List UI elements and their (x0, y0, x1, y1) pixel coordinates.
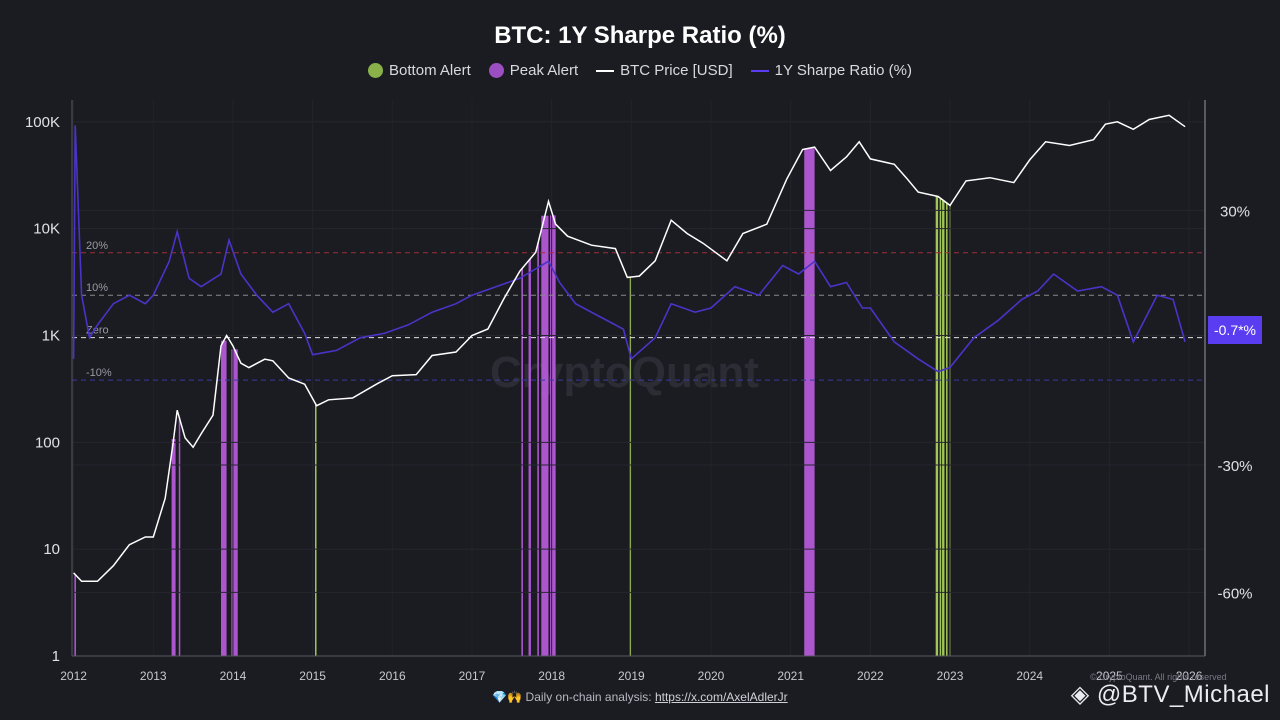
x-tick-label: 2022 (857, 669, 884, 683)
chart-legend: Bottom Alert Peak Alert BTC Price [USD] … (0, 62, 1280, 79)
peak-alert-bar (550, 215, 556, 656)
peak-alert-bar (171, 439, 176, 656)
x-tick-label: 2018 (538, 669, 565, 683)
x-tick-label: 2019 (618, 669, 645, 683)
x-tick-label: 2014 (220, 669, 247, 683)
peak-alert-bar (220, 340, 227, 656)
peak-alert-bar (231, 349, 238, 656)
x-tick-label: 2015 (299, 669, 326, 683)
legend-item-bottom-alert[interactable]: Bottom Alert (368, 62, 471, 79)
bottom-alert-bar (629, 277, 632, 656)
peak-alert-bar (178, 417, 181, 656)
x-tick-label: 2023 (937, 669, 964, 683)
peak-alert-bar (521, 268, 523, 656)
legend-item-btc-price[interactable]: BTC Price [USD] (596, 62, 733, 79)
chart-title: BTC: 1Y Sharpe Ratio (%) (494, 22, 786, 49)
peak-alert-bar (537, 242, 539, 656)
legend-label: Bottom Alert (389, 62, 471, 79)
footer-text: 💎🙌 Daily on-chain analysis: https://x.co… (0, 690, 1280, 704)
x-tick-label: 2021 (777, 669, 804, 683)
peak-alert-bar (74, 574, 76, 656)
x-tick-label: 2013 (140, 669, 167, 683)
legend-label: BTC Price [USD] (620, 62, 733, 79)
y-left-tick-label: 1 (52, 648, 60, 665)
bottom-alert-dot-icon (368, 63, 384, 78)
y-left-tick-label: 10 (43, 541, 60, 558)
x-tick-label: 2012 (60, 669, 87, 683)
x-tick-label: 2016 (379, 669, 406, 683)
copyright-text: © CryptoQuant. All rights reserved (1090, 672, 1227, 682)
btc-price-line-icon (596, 69, 615, 72)
y-left-tick-label: 10K (33, 221, 60, 238)
reference-line-label: -10% (86, 367, 112, 379)
x-tick-label: 2024 (1016, 669, 1043, 683)
y-right-tick-label: -30% (1217, 458, 1252, 475)
reference-line-label: 20% (86, 240, 108, 252)
x-tick-label: 2017 (459, 669, 486, 683)
bottom-alert-bar (939, 197, 942, 657)
peak-alert-dot-icon (488, 63, 504, 78)
peak-alert-bar (804, 148, 815, 656)
peak-alert-bar (541, 215, 549, 656)
legend-item-peak-alert[interactable]: Peak Alert (488, 62, 579, 79)
x-tick-label: 2026 (1176, 669, 1203, 683)
y-right-tick-label: -60% (1217, 585, 1252, 602)
sharpe-ratio-line (72, 125, 1186, 373)
bottom-alert-bar (315, 403, 317, 656)
sharpe-ratio-line-icon (750, 69, 769, 72)
footer-link[interactable]: https://x.com/AxelAdlerJr (654, 690, 788, 704)
bottom-alert-bar (942, 200, 945, 657)
current-value-badge: -0.7*% (1208, 316, 1262, 344)
y-left-tick-label: 100K (25, 114, 60, 131)
background-watermark: CryptoQuant (490, 348, 759, 397)
y-left-tick-label: 1K (42, 327, 60, 344)
author-watermark: ◈ @BTV_Michael (1070, 681, 1270, 708)
legend-label: 1Y Sharpe Ratio (%) (774, 62, 912, 79)
legend-item-sharpe-ratio[interactable]: 1Y Sharpe Ratio (%) (750, 62, 912, 79)
peak-alert-bar (528, 259, 531, 656)
x-tick-label: 2020 (698, 669, 725, 683)
footer-prefix: 💎🙌 Daily on-chain analysis: (492, 690, 655, 704)
legend-label: Peak Alert (509, 62, 579, 79)
reference-line-label: 10% (86, 282, 108, 294)
y-left-tick-label: 100 (35, 434, 60, 451)
bottom-alert-bar (946, 202, 948, 657)
btc-price-line (73, 114, 1186, 583)
bottom-alert-bar (935, 196, 939, 657)
y-right-tick-label: 30% (1220, 203, 1250, 220)
x-tick-label: 2025 (1096, 669, 1123, 683)
